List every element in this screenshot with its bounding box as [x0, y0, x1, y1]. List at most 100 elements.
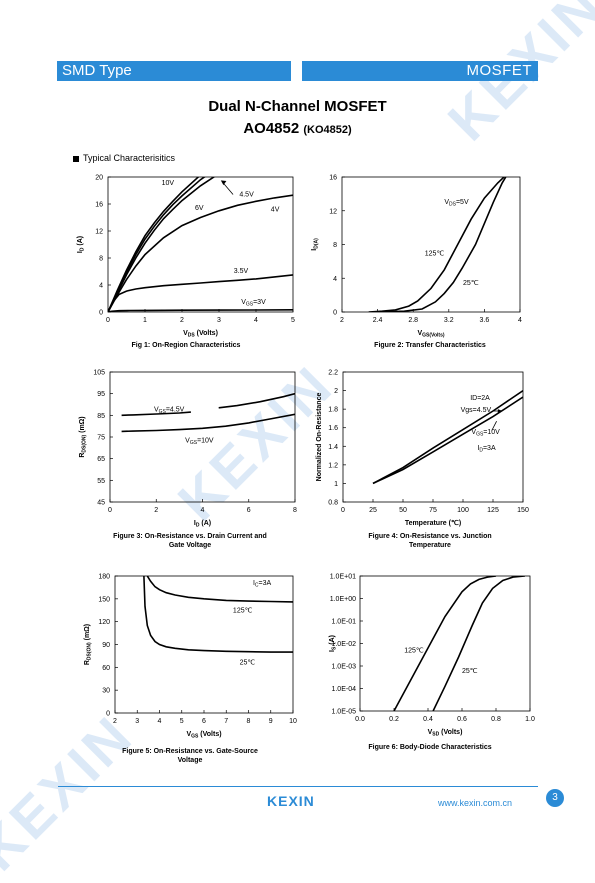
annotation-vgs-10v-sub: GS [476, 432, 484, 438]
y-axis-label-sub: DS(ON) [82, 434, 88, 452]
annotation-vgs-10v-main: V [471, 429, 476, 436]
footer-url[interactable]: www.kexin.com.cn [438, 798, 513, 808]
page-title: Dual N-Channel MOSFET [208, 98, 387, 115]
series-label-125c: 125℃ [233, 608, 253, 615]
plot-frame [359, 575, 531, 712]
series-label-4v: 4V [271, 206, 280, 213]
annotation-vgs-10v-rest: =10V [483, 429, 500, 436]
x-axis-label-sub: D [196, 523, 200, 529]
series-label-vgs-4-5v: VGS=4.5V [154, 406, 185, 415]
y-tick-label: 1 [334, 481, 338, 488]
y-tick-label: 12 [95, 229, 103, 236]
x-tick-label: 2.4 [373, 317, 383, 324]
arrow-head-icon [220, 180, 227, 186]
series-label-vgs-10v-rest: =10V [197, 437, 214, 444]
series-label-6v: 6V [195, 205, 204, 212]
figure-caption: Figure 6: Body-Diode Characteristics [368, 744, 491, 751]
y-tick-label: 16 [95, 202, 103, 209]
figure-6-chart: 0.0 0.2 0.4 0.6 0.8 1.0 1.0E-05 1.0E-04 1.0E-03 1… [329, 574, 535, 752]
annotation-ic-main: I [253, 580, 255, 587]
figure-2-chart: 2 2.4 2.8 3.2 3.6 40481216VGS(Volts)ID(A)Figu… [311, 175, 522, 350]
y-tick-label: 65 [97, 456, 105, 463]
annotation-vds: VDS=5V [444, 199, 469, 208]
figure-caption: Figure 3: On-Resistance vs. Drain Curren… [113, 533, 267, 549]
x-tick-label: 1.0 [525, 716, 535, 723]
kexin-logo: KEXIN [267, 793, 315, 809]
y-tick-label: 4 [333, 276, 337, 283]
y-tick-label: 0 [333, 310, 337, 317]
annotation-ic-rest: =3A [259, 580, 272, 587]
figure-caption-line: Figure 6: Body-Diode Characteristics [368, 744, 491, 751]
y-axis-label-sub: D(A) [314, 238, 320, 249]
y-tick-label: 45 [97, 500, 105, 507]
x-tick-label: 3.6 [480, 317, 490, 324]
x-tick-label: 0 [106, 317, 110, 324]
x-axis-label-main: V [417, 330, 422, 337]
arrow-line [491, 421, 497, 431]
x-tick-label: 4 [254, 317, 258, 324]
series-label-25c: 25℃ [463, 280, 479, 287]
y-axis-label: RDS(ON) (mΩ) [79, 416, 88, 457]
x-axis-label-rest: (Volts) [439, 729, 462, 736]
series-label-vgs-4-5v-rest: =4.5V [166, 406, 185, 413]
series-label-vgs-10v-main: V [185, 437, 190, 444]
y-tick-label: 0.8 [328, 500, 338, 507]
figure-caption: Figure 4: On-Resistance vs. Junction Temp… [368, 533, 491, 549]
y-tick-label: 0 [106, 711, 110, 718]
arrow-head-icon [497, 409, 503, 413]
y-tick-label: 1.0E-04 [331, 686, 356, 693]
series-line [108, 177, 216, 312]
figure-caption: Figure 5: On-Resistance vs. Gate-Source V… [122, 748, 258, 764]
y-axis-label-rest: (A) [329, 635, 336, 647]
annotation-ic-sub: C [255, 583, 259, 589]
y-tick-label: 95 [97, 391, 105, 398]
x-tick-label: 6 [247, 507, 251, 514]
series-line [368, 177, 505, 312]
y-tick-label: 20 [95, 175, 103, 182]
series-line [108, 194, 293, 312]
y-axis-label: IS (A) [329, 635, 338, 652]
y-tick-label: 8 [99, 256, 103, 263]
x-tick-label: 25 [369, 507, 377, 514]
x-tick-label: 4 [158, 718, 162, 725]
figure-5-chart: 2 3 4 5 6 7 8 9 10 0 30 60 90 120 150 180 VGS (Volts) RDS… [84, 574, 297, 765]
x-axis-label: VSD (Volts) [428, 729, 463, 738]
y-axis-label-rest: (mΩ) [84, 624, 91, 642]
y-tick-label: 12 [329, 208, 337, 215]
series-line [432, 576, 525, 711]
y-tick-label: 120 [98, 619, 110, 626]
x-tick-label: 3 [135, 718, 139, 725]
x-tick-label: 1 [143, 317, 147, 324]
x-tick-label: 8 [293, 507, 297, 514]
y-tick-label: 8 [333, 242, 337, 249]
figure-caption-line: Voltage [178, 757, 203, 764]
figure-caption-line: Figure 3: On-Resistance vs. Drain Curren… [113, 533, 267, 540]
x-tick-label: 150 [517, 507, 529, 514]
annotation-ic: IC=3A [253, 580, 272, 589]
annotation-vgs-10v: VGS=10V [471, 429, 500, 438]
series-label-25c: 25℃ [462, 668, 478, 675]
y-tick-label: 60 [102, 665, 110, 672]
y-axis-label-rest: (A) [77, 236, 84, 248]
x-tick-label: 2 [340, 317, 344, 324]
y-axis-label-main: I [77, 251, 84, 253]
annotation-id-3a: ID=3A [477, 445, 496, 454]
series-line [108, 177, 206, 312]
series-line [377, 177, 507, 312]
y-axis-label-main: I [311, 249, 318, 251]
y-axis-label-sub: DS(ON) [87, 642, 93, 660]
annotation-id-3a-main: I [477, 445, 479, 452]
footer-divider [58, 786, 538, 787]
page-number-badge: 3 [546, 789, 564, 807]
x-tick-label: 9 [269, 718, 273, 725]
y-axis-label: ID (A) [77, 236, 86, 253]
annotation-id: ID=2A [470, 395, 490, 402]
y-tick-label: 1.0E+00 [330, 596, 356, 603]
series-label-3-5v: 3.5V [234, 268, 249, 275]
figure-caption: Fig 1: On-Region Characteristics [132, 342, 241, 349]
x-axis-label-sub: GS [191, 734, 199, 740]
x-tick-label: 0.6 [457, 716, 467, 723]
y-tick-label: 1.8 [328, 407, 338, 414]
x-axis-label-main: V [183, 330, 188, 337]
